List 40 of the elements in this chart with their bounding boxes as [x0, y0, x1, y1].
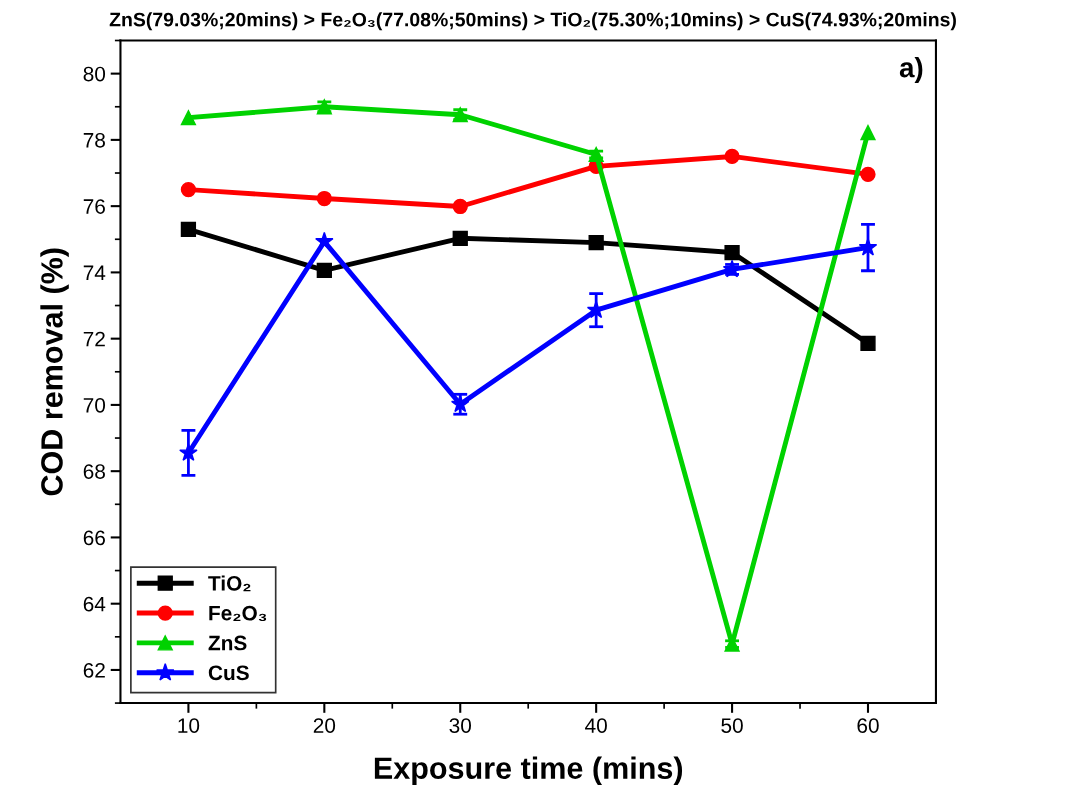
point: [588, 234, 604, 251]
point: [724, 148, 740, 165]
y-axis-title: COD removal (%): [40, 248, 69, 496]
y-tick-label: 72: [83, 331, 105, 347]
y-tick-label: 66: [83, 530, 105, 546]
point: [180, 110, 197, 126]
legend-label: Fe₂O₃: [209, 605, 267, 622]
point: [180, 181, 197, 198]
point: [860, 335, 876, 351]
x-tick-label: 40: [585, 718, 607, 733]
y-tick-label: 68: [83, 464, 105, 479]
point: [860, 124, 876, 141]
point: [316, 190, 332, 207]
chart-title: ZnS(79.03%;20mins) > Fe₂O₃(77.08%;50mins) > TiO₂(75.30%;10mins) > CuS(74.93%;20mins): [109, 12, 956, 31]
x-tick-label: 60: [857, 718, 879, 733]
annotation: a): [899, 57, 923, 83]
y-tick-label: 70: [83, 397, 106, 413]
point: [452, 198, 468, 215]
point: [724, 244, 740, 261]
point: [860, 166, 876, 182]
y-tick-label: 74: [83, 265, 106, 280]
point: [452, 230, 468, 246]
legend-label: ZnS: [208, 635, 247, 651]
x-tick-label: 50: [721, 718, 743, 733]
legend-label: TiO₂: [208, 575, 251, 592]
y-tick-label: 80: [83, 66, 106, 82]
y-tick-label: 64: [83, 596, 106, 612]
point: [858, 237, 878, 256]
y-tick-label: 62: [83, 662, 105, 678]
point: [180, 221, 197, 237]
x-axis-title: Exposure time (mins): [374, 756, 683, 786]
point: [316, 262, 332, 279]
point: [179, 443, 198, 461]
x-tick-label: 20: [313, 718, 336, 733]
y-tick-label: 76: [83, 199, 105, 214]
x-tick-label: 30: [449, 718, 472, 733]
legend-label: CuS: [208, 665, 249, 681]
x-tick-label: 10: [178, 718, 200, 733]
y-tick-label: 78: [83, 132, 105, 148]
point: [315, 231, 334, 250]
